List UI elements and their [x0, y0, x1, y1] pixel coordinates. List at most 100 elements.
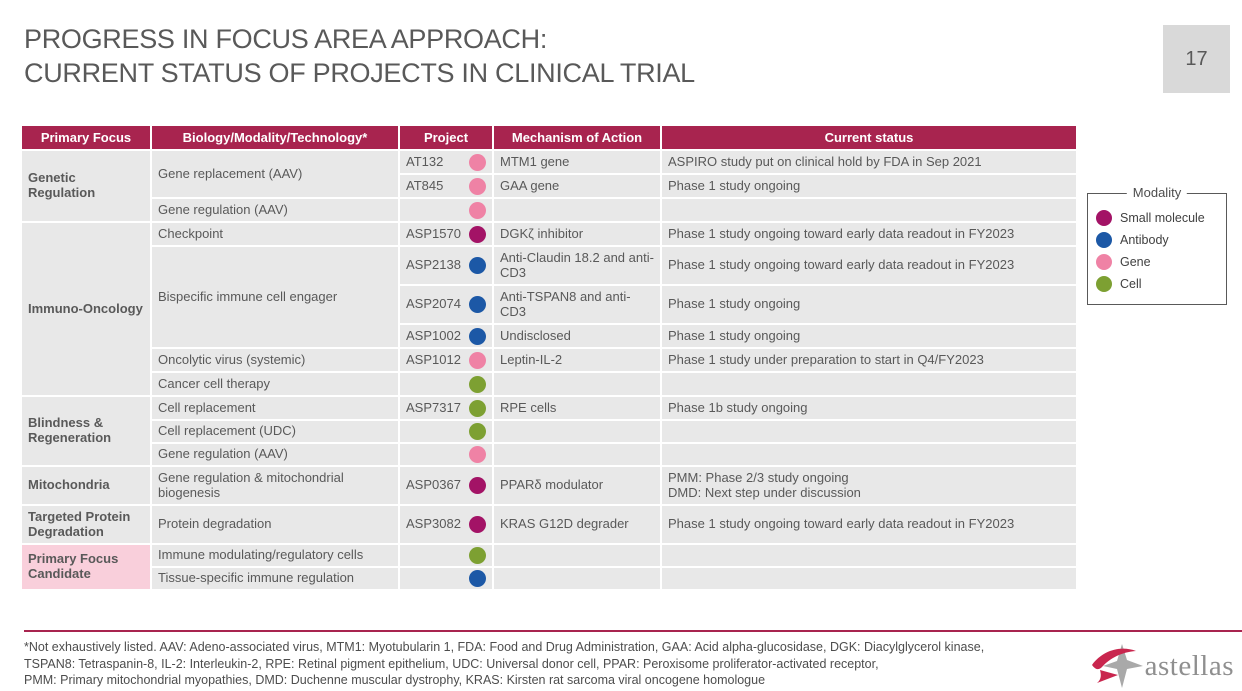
project-cell: ASP1002 — [400, 325, 492, 347]
mechanism-cell: MTM1 gene — [494, 151, 660, 173]
project-code: AT845 — [406, 177, 444, 193]
primary-focus-cell: Blindness & Regeneration — [22, 397, 150, 465]
legend-label: Small molecule — [1120, 211, 1205, 225]
footer-divider — [24, 630, 1242, 632]
biology-cell: Protein degradation — [152, 506, 398, 543]
mechanism-cell: RPE cells — [494, 397, 660, 419]
table-row: Gene regulation (AAV) — [22, 444, 1076, 465]
legend-label: Gene — [1120, 255, 1151, 269]
modality-dot — [469, 153, 486, 171]
biology-cell: Tissue-specific immune regulation — [152, 568, 398, 589]
project-cell: ASP3082 — [400, 506, 492, 543]
biology-cell: Gene regulation (AAV) — [152, 199, 398, 221]
mechanism-cell: Anti-TSPAN8 and anti-CD3 — [494, 286, 660, 323]
project-cell — [400, 545, 492, 566]
modality-legend: Modality Small molecule Antibody Gene Ce… — [1087, 185, 1227, 305]
project-code: ASP3082 — [406, 516, 461, 532]
footnote-line2: TSPAN8: Tetraspanin-8, IL-2: Interleukin… — [24, 656, 879, 671]
project-cell: ASP2138 — [400, 247, 492, 284]
footnote-line1: *Not exhaustively listed. AAV: Adeno-ass… — [24, 640, 985, 654]
legend-item-antibody: Antibody — [1096, 232, 1218, 248]
primary-focus-cell: Genetic Regulation — [22, 151, 150, 221]
project-cell: ASP0367 — [400, 467, 492, 504]
footnote-line3: PMM: Primary mitochondrial myopathies, D… — [24, 673, 766, 687]
astellas-logo: astellas — [1091, 644, 1234, 688]
status-cell: Phase 1 study ongoing — [662, 175, 1076, 197]
status-cell: Phase 1 study ongoing toward early data … — [662, 247, 1076, 284]
table-row: Targeted Protein Degradation Protein deg… — [22, 506, 1076, 543]
modality-dot — [469, 327, 486, 345]
table-row: Blindness & Regeneration Cell replacemen… — [22, 397, 1076, 465]
status-cell — [662, 444, 1076, 465]
projects-table: Primary Focus Biology/Modality/Technolog… — [20, 124, 1078, 591]
biology-cell: Gene replacement (AAV) — [152, 151, 398, 197]
col-header-status: Current status — [662, 126, 1076, 149]
modality-dot — [469, 446, 486, 463]
table-row: AT845 GAA gene Phase 1 study ongoing — [22, 175, 1076, 197]
mechanism-cell: GAA gene — [494, 175, 660, 197]
table-row: Tissue-specific immune regulation — [22, 568, 1076, 589]
col-header-project: Project — [400, 126, 492, 149]
primary-focus-cell: Primary Focus Candidate — [22, 545, 150, 589]
modality-dot — [469, 296, 486, 313]
project-cell: ASP1012 — [400, 349, 492, 371]
status-cell — [662, 545, 1076, 566]
primary-focus-cell: Mitochondria — [22, 467, 150, 504]
status-cell: Phase 1 study ongoing toward early data … — [662, 506, 1076, 543]
mechanism-cell: KRAS G12D degrader — [494, 506, 660, 543]
modality-dot — [469, 423, 486, 440]
status-cell: Phase 1 study ongoing — [662, 325, 1076, 347]
project-code: ASP1002 — [406, 327, 461, 343]
primary-focus-cell: Immuno-Oncology — [22, 223, 150, 395]
table-row: ASP2074 Anti-TSPAN8 and anti-CD3 Phase 1… — [22, 286, 1076, 323]
modality-dot — [469, 516, 486, 533]
modality-dot — [469, 225, 486, 243]
table-row: ASP1002 Undisclosed Phase 1 study ongoin… — [22, 325, 1076, 347]
astellas-star-icon — [1091, 644, 1143, 688]
status-line1: PMM: Phase 2/3 study ongoing — [668, 469, 849, 485]
footnote: *Not exhaustively listed. AAV: Adeno-ass… — [24, 639, 984, 689]
modality-dot — [469, 477, 486, 494]
status-cell: Phase 1 study ongoing toward early data … — [662, 223, 1076, 245]
modality-dot — [469, 399, 486, 417]
project-cell — [400, 444, 492, 465]
gene-dot-icon — [1096, 254, 1112, 270]
biology-cell: Checkpoint — [152, 223, 398, 245]
project-cell: ASP1570 — [400, 223, 492, 245]
project-cell: AT845 — [400, 175, 492, 197]
legend-item-small-molecule: Small molecule — [1096, 210, 1218, 226]
legend-title: Modality — [1126, 185, 1188, 200]
biology-cell: Immune modulating/regulatory cells — [152, 545, 398, 566]
mechanism-cell: Undisclosed — [494, 325, 660, 347]
status-cell: PMM: Phase 2/3 study ongoing DMD: Next s… — [662, 467, 1076, 504]
project-cell — [400, 199, 492, 221]
table-row: Primary Focus Candidate Immune modulatin… — [22, 545, 1076, 589]
mechanism-cell — [494, 444, 660, 465]
mechanism-cell — [494, 199, 660, 221]
mechanism-cell: Anti-Claudin 18.2 and anti-CD3 — [494, 247, 660, 284]
project-cell: ASP7317 — [400, 397, 492, 419]
project-code: ASP0367 — [406, 477, 461, 493]
biology-cell: Cell replacement (UDC) — [152, 421, 398, 442]
page-title-line2: CURRENT STATUS OF PROJECTS IN CLINICAL T… — [24, 58, 695, 88]
biology-cell: Oncolytic virus (systemic) — [152, 349, 398, 371]
status-cell — [662, 199, 1076, 221]
table-row: Immuno-Oncology Checkpoint ASP1570 DGKζ … — [22, 223, 1076, 395]
page-number: 17 — [1163, 25, 1230, 93]
mechanism-cell: PPARδ modulator — [494, 467, 660, 504]
modality-dot — [469, 570, 486, 587]
biology-cell: Gene regulation (AAV) — [152, 444, 398, 465]
status-cell: Phase 1b study ongoing — [662, 397, 1076, 419]
legend-label: Antibody — [1120, 233, 1169, 247]
status-line2: DMD: Next step under discussion — [668, 484, 861, 500]
col-header-mechanism: Mechanism of Action — [494, 126, 660, 149]
antibody-dot-icon — [1096, 232, 1112, 248]
project-code: ASP2074 — [406, 296, 461, 312]
status-cell: Phase 1 study under preparation to start… — [662, 349, 1076, 371]
table-row: Genetic Regulation Gene replacement (AAV… — [22, 151, 1076, 221]
table-header-row: Primary Focus Biology/Modality/Technolog… — [22, 126, 1076, 149]
status-cell — [662, 373, 1076, 395]
biology-cell: Gene regulation & mitochondrial biogenes… — [152, 467, 398, 504]
status-cell: ASPIRO study put on clinical hold by FDA… — [662, 151, 1076, 173]
